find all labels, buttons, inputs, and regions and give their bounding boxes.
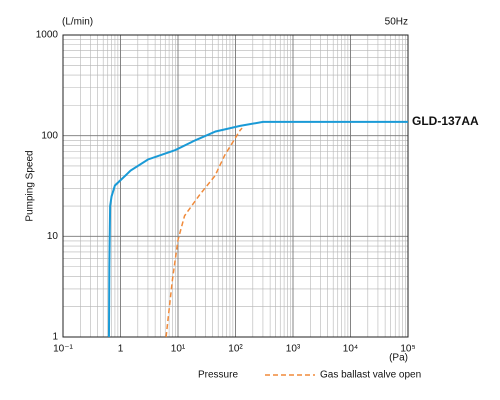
x-tick-label: 10² — [228, 344, 243, 355]
x-axis-label: Pressure — [198, 370, 238, 381]
y-tick-label: 1000 — [36, 30, 59, 41]
y-tick-label: 10 — [47, 231, 59, 242]
x-tick-label: 10⁴ — [343, 344, 358, 355]
x-tick-label: 10³ — [286, 344, 301, 355]
x-tick-label: 1 — [118, 344, 124, 355]
frequency-note: 50Hz — [385, 17, 408, 28]
x-tick-label: 10⁻¹ — [53, 344, 73, 355]
series-line — [165, 127, 243, 338]
series-line — [107, 120, 408, 338]
series-label: GLD-137AA — [412, 114, 479, 128]
y-unit: (L/min) — [62, 17, 93, 28]
y-tick-label: 1 — [52, 332, 58, 343]
x-tick-label: 10¹ — [171, 344, 186, 355]
x-unit: (Pa) — [389, 353, 408, 364]
legend-label: Gas ballast valve open — [320, 370, 421, 381]
y-tick-label: 100 — [41, 130, 58, 141]
plot-frame — [62, 34, 409, 338]
x-tick-label: 10⁵ — [400, 344, 415, 355]
y-axis-label: Pumping Speed — [25, 150, 36, 221]
